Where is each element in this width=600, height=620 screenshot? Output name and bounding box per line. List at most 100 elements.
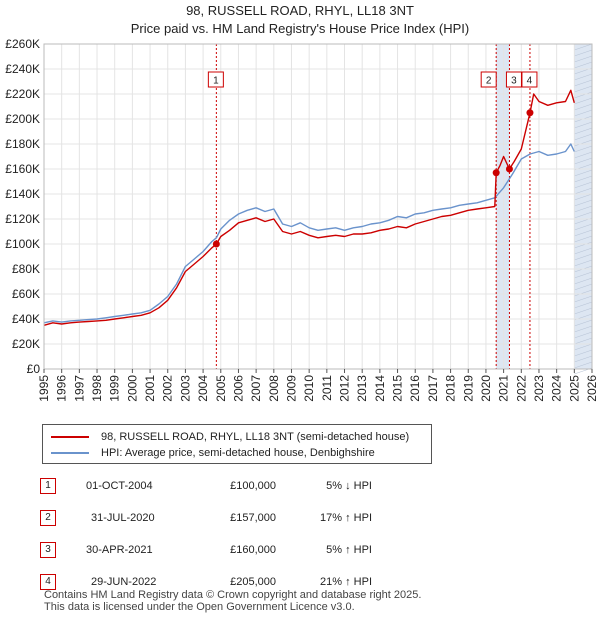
forecast-hatch <box>574 157 593 165</box>
legend: 98, RUSSELL ROAD, RHYL, LL18 3NT (semi-d… <box>42 424 432 464</box>
forecast-hatch <box>574 301 593 309</box>
forecast-hatch <box>574 277 593 285</box>
x-tick-label: 2003 <box>178 375 192 402</box>
transaction-row: 2 31-JUL-2020 £157,000 17% ↑ HPI <box>40 502 372 534</box>
forecast-hatch <box>574 283 593 291</box>
sale-label-box <box>505 71 522 88</box>
forecast-hatch <box>574 97 593 105</box>
forecast-hatch <box>574 175 593 183</box>
transaction-price: £157,000 <box>230 512 276 524</box>
transaction-row: 3 30-APR-2021 £160,000 5% ↑ HPI <box>40 534 372 566</box>
forecast-hatch <box>574 253 593 261</box>
footer-copyright: Contains HM Land Registry data © Crown c… <box>44 589 422 601</box>
forecast-hatch <box>574 103 593 111</box>
chart-title-subtitle: Price paid vs. HM Land Registry's House … <box>130 21 470 36</box>
sale-point <box>526 109 534 117</box>
legend-price-label: 98, RUSSELL ROAD, RHYL, LL18 3NT (semi-d… <box>101 431 410 443</box>
transaction-price: £100,000 <box>230 480 276 492</box>
forecast-hatch <box>574 43 593 51</box>
forecast-hatch <box>574 145 593 153</box>
forecast-hatch <box>574 271 593 279</box>
x-tick-label: 2009 <box>284 375 298 402</box>
y-tick-label: £0 <box>27 362 41 376</box>
sale-label-box <box>480 71 497 88</box>
sale-label: 2 <box>486 76 492 87</box>
sale-point <box>492 169 500 177</box>
forecast-hatch <box>574 235 593 243</box>
x-tick-label: 2004 <box>196 375 210 402</box>
price-line <box>43 89 575 326</box>
y-tick-label: £240K <box>5 62 40 76</box>
forecast-hatch <box>574 55 593 63</box>
forecast-hatch <box>574 85 593 93</box>
forecast-hatch <box>574 337 593 345</box>
forecast-hatch <box>574 139 593 147</box>
forecast-hatch <box>574 151 593 159</box>
forecast-hatch <box>574 349 593 357</box>
transaction-number: 1 <box>40 478 56 494</box>
transaction-date: 29-JUN-2022 <box>91 576 157 588</box>
forecast-hatch <box>574 187 593 195</box>
sale-label-box <box>521 71 538 88</box>
sale-label-box <box>207 71 224 88</box>
transaction-number: 4 <box>40 574 56 590</box>
x-tick-label: 2005 <box>214 375 228 402</box>
y-tick-label: £20K <box>12 337 40 351</box>
forecast-hatch <box>574 259 593 267</box>
forecast-hatch <box>574 247 593 255</box>
x-tick-label: 2012 <box>338 375 352 402</box>
x-tick-label: 2020 <box>479 375 493 402</box>
transaction-row: 1 01-OCT-2004 £100,000 5% ↓ HPI <box>40 470 372 502</box>
footer-licence: This data is licensed under the Open Gov… <box>44 601 355 613</box>
x-tick-label: 2023 <box>532 375 546 402</box>
forecast-hatch <box>574 73 593 81</box>
footer: Contains HM Land Registry data © Crown c… <box>44 589 421 613</box>
x-tick-label: 2022 <box>514 375 528 402</box>
forecast-hatch <box>574 181 593 189</box>
y-tick-label: £120K <box>5 212 40 226</box>
y-tick-label: £200K <box>5 112 40 126</box>
y-tick-label: £80K <box>12 262 40 276</box>
x-tick-label: 2011 <box>320 375 334 401</box>
forecast-hatch <box>574 211 593 219</box>
forecast-hatch <box>574 325 593 333</box>
forecast-hatch <box>574 61 593 69</box>
forecast-hatch <box>574 133 593 141</box>
forecast-hatch <box>574 79 593 87</box>
x-tick-label: 2007 <box>249 375 263 402</box>
plot-frame <box>43 43 593 370</box>
gridlines <box>43 43 593 370</box>
forecast-hatch <box>574 109 593 117</box>
x-tick-label: 1998 <box>90 375 104 402</box>
forecast-hatch <box>574 223 593 231</box>
shaded-region <box>496 44 510 369</box>
forecast-hatch <box>574 199 593 207</box>
chart-title-address: 98, RUSSELL ROAD, RHYL, LL18 3NT <box>186 3 414 18</box>
x-tick-label: 2017 <box>426 375 440 402</box>
x-tick-label: 2021 <box>497 375 511 402</box>
forecast-hatch <box>574 241 593 249</box>
sale-label: 1 <box>213 76 219 87</box>
transaction-hpi: 21% ↑ HPI <box>320 576 372 588</box>
forecast-hatch <box>574 343 593 351</box>
sale-date-lines <box>215 44 531 369</box>
transaction-number: 3 <box>40 542 56 558</box>
x-tick-label: 1996 <box>55 375 69 402</box>
x-tick-label: 2013 <box>355 375 369 402</box>
transaction-row: 4 29-JUN-2022 £205,000 21% ↑ HPI <box>40 566 372 598</box>
y-tick-label: £140K <box>5 187 40 201</box>
shaded-regions <box>496 43 593 375</box>
x-tick-label: 2016 <box>408 375 422 402</box>
sale-label: 4 <box>527 76 533 87</box>
forecast-hatch <box>574 361 593 369</box>
legend-price-swatch <box>51 436 89 438</box>
transaction-date: 30-APR-2021 <box>86 544 153 556</box>
forecast-hatch <box>574 295 593 303</box>
shaded-region <box>574 44 592 369</box>
series-lines <box>43 89 575 326</box>
y-tick-label: £260K <box>5 37 40 51</box>
x-tick-label: 2018 <box>444 375 458 402</box>
transaction-number: 2 <box>40 510 56 526</box>
forecast-hatch <box>574 127 593 135</box>
